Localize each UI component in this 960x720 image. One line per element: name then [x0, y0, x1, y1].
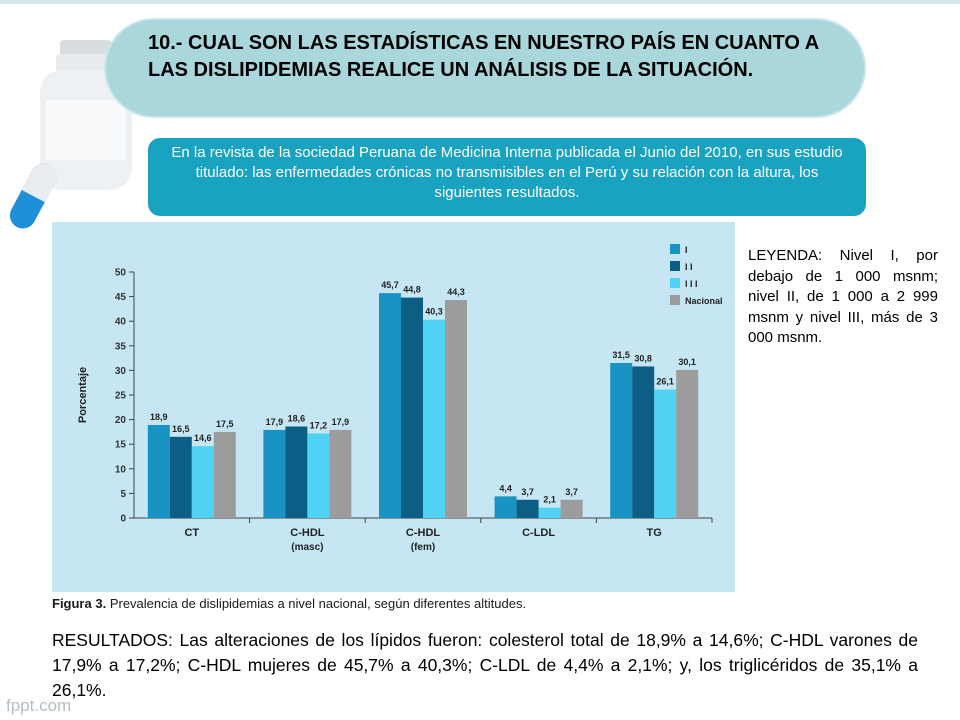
data-label: 44,8: [403, 285, 421, 295]
bar-ii: [632, 366, 655, 518]
y-tick-label: 50: [115, 268, 127, 279]
y-tick-label: 40: [115, 317, 127, 328]
x-category-label: C-LDL: [522, 527, 555, 539]
bar-nacional: [676, 369, 699, 518]
figure-caption: Figura 3. Prevalencia de dislipidemias a…: [52, 596, 526, 611]
data-label: 31,5: [612, 350, 630, 360]
data-label: 30,1: [678, 357, 696, 367]
data-label: 26,1: [656, 377, 674, 387]
data-label: 18,6: [288, 413, 306, 423]
figure-caption-text: Prevalencia de dislipidemias a nivel nac…: [109, 596, 527, 611]
data-label: 40,3: [425, 307, 443, 317]
legend-swatch: [670, 278, 680, 288]
intro-text: En la revista de la sociedad Peruana de …: [171, 144, 843, 201]
bar-iii: [538, 507, 561, 518]
data-label: 30,8: [634, 353, 652, 363]
bar-ii: [401, 297, 423, 518]
data-label: 17,2: [310, 420, 328, 430]
legend-swatch: [670, 261, 680, 271]
title-banner: [104, 18, 866, 118]
bar-nacional: [213, 431, 236, 518]
top-accent-bar: [0, 0, 960, 4]
bar-i: [494, 496, 517, 518]
x-category-sublabel: (masc): [291, 542, 323, 553]
y-tick-label: 30: [115, 366, 127, 377]
bar-nacional: [445, 300, 467, 518]
bar-iii: [307, 433, 330, 518]
footer-brand: fppt.com: [6, 696, 72, 715]
legend-label: Nacional: [685, 296, 723, 306]
x-category-label: C-HDL: [290, 527, 324, 539]
x-category-sublabel: (fem): [411, 542, 435, 553]
legend-label: I I I: [685, 279, 698, 289]
data-label: 18,9: [150, 412, 168, 422]
data-label: 17,9: [266, 417, 284, 427]
bar-i: [263, 429, 286, 518]
data-label: 17,5: [216, 419, 234, 429]
bar-nacional: [329, 429, 352, 518]
altitude-legend-note: LEYENDA: Nivel I, por debajo de 1 000 ms…: [748, 247, 938, 346]
data-label: 4,4: [499, 483, 512, 493]
x-category-label: TG: [647, 527, 662, 539]
dyslipidemia-bar-chart: 0 5 10 15 20 25 30 35 40 45 50 Porcentaje CT 18,9 16,5…: [77, 244, 723, 553]
x-category-label: CT: [184, 527, 199, 539]
bar-ii: [516, 499, 539, 518]
bar-ii: [169, 436, 192, 518]
x-category-label: C-HDL: [406, 527, 440, 539]
legend-swatch: [670, 244, 680, 254]
data-label: 14,6: [194, 433, 212, 443]
bar-i: [610, 363, 633, 518]
bar-i: [147, 425, 170, 518]
data-label: 45,7: [381, 280, 399, 290]
y-tick-label: 25: [115, 391, 127, 402]
y-tick-label: 15: [115, 440, 127, 451]
medicine-bottle-icon: [9, 40, 132, 229]
bar-iii: [191, 446, 214, 518]
bar-ii: [285, 426, 308, 518]
y-tick-label: 20: [115, 415, 127, 426]
y-tick-label: 5: [120, 489, 126, 500]
y-tick-label: 45: [115, 292, 127, 303]
results-paragraph: RESULTADOS: Las alteraciones de los lípi…: [52, 630, 918, 700]
data-label: 44,3: [447, 287, 465, 297]
data-label: 16,5: [172, 424, 190, 434]
y-tick-label: 35: [115, 341, 127, 352]
bar-i: [379, 293, 401, 518]
intro-box: En la revista de la sociedad Peruana de …: [148, 138, 866, 216]
bar-nacional: [560, 499, 583, 518]
legend-label: I: [685, 245, 688, 255]
legend-swatch: [670, 295, 680, 305]
legend-label: I I: [685, 262, 693, 272]
data-label: 17,9: [332, 417, 350, 427]
bar-iii: [654, 389, 677, 518]
y-tick-label: 0: [120, 514, 126, 525]
data-label: 3,7: [565, 487, 578, 497]
slide-title: 10.- CUAL SON LAS ESTADÍSTICAS EN NUESTR…: [148, 32, 819, 81]
y-tick-label: 10: [115, 464, 127, 475]
figure-caption-label: Figura 3.: [52, 596, 107, 611]
data-label: 2,1: [543, 495, 556, 505]
y-axis-title: Porcentaje: [77, 367, 89, 423]
data-label: 3,7: [521, 487, 534, 497]
bar-iii: [423, 319, 445, 518]
